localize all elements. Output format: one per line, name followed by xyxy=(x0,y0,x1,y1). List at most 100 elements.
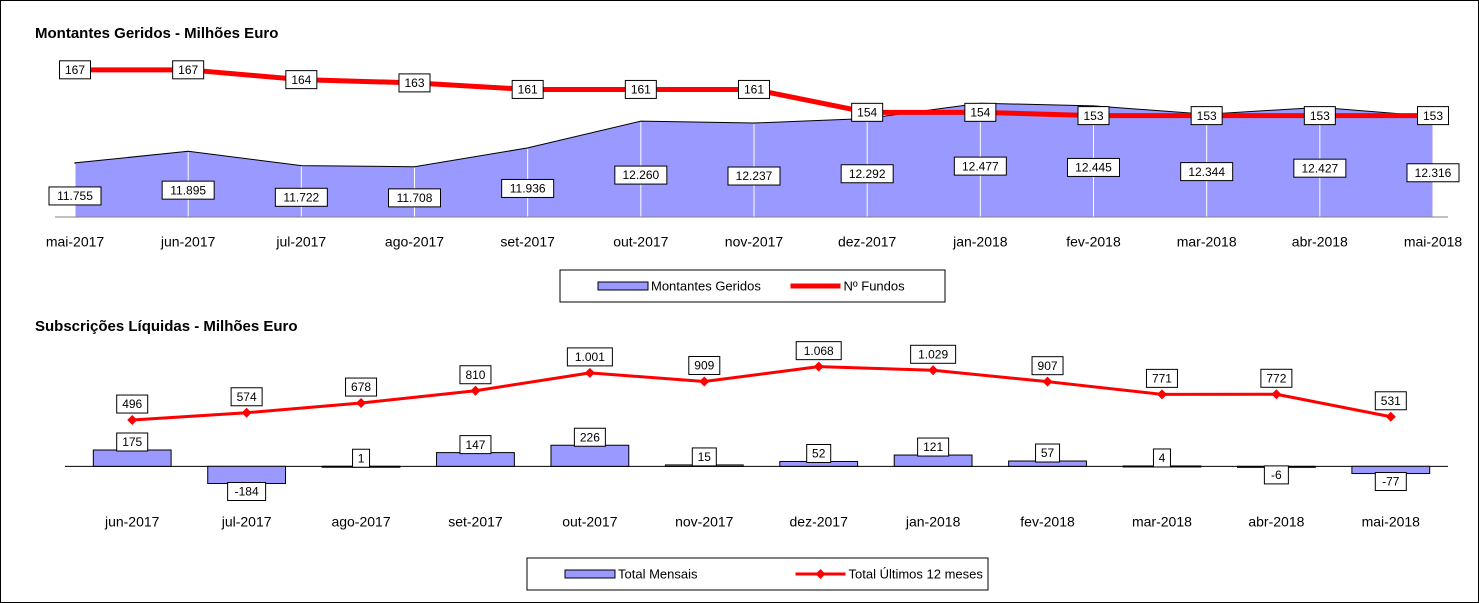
x-tick-label: set-2017 xyxy=(500,234,555,250)
x-tick-label: mai-2018 xyxy=(1362,514,1421,530)
data-label: 11.722 xyxy=(283,190,319,204)
legend-label: Nº Fundos xyxy=(844,278,906,293)
label-box xyxy=(285,70,318,90)
data-label: 154 xyxy=(970,106,990,120)
label-box xyxy=(1263,465,1289,485)
x-tick-label: jan-2018 xyxy=(952,234,1008,250)
label-box xyxy=(398,73,431,93)
x-tick-label: mar-2018 xyxy=(1177,234,1237,250)
label-box xyxy=(172,60,205,80)
data-label: 52 xyxy=(812,447,826,461)
label-box xyxy=(691,447,717,467)
line xyxy=(132,365,1392,422)
marker xyxy=(1271,389,1282,400)
data-label: 11.936 xyxy=(510,182,546,196)
legend-marker xyxy=(815,569,826,579)
x-tick-label: jul-2017 xyxy=(221,514,272,530)
label-box xyxy=(1067,157,1120,177)
data-label: 11.895 xyxy=(170,183,206,197)
data-label: 531 xyxy=(1381,394,1401,408)
label-box xyxy=(573,427,606,447)
label-box xyxy=(910,344,957,364)
marker xyxy=(1156,389,1167,400)
data-label: 1 xyxy=(358,451,365,465)
marker xyxy=(813,361,824,372)
label-box xyxy=(116,432,149,452)
label-box xyxy=(727,166,781,186)
label-box xyxy=(459,365,492,385)
data-label: 1.029 xyxy=(918,347,948,361)
label-box xyxy=(1190,106,1223,126)
x-tick-label: out-2017 xyxy=(562,514,617,530)
marker xyxy=(356,398,367,409)
x-tick-label: ago-2017 xyxy=(331,514,390,530)
data-label: 909 xyxy=(694,359,714,373)
label-box xyxy=(1180,162,1234,182)
x-tick-label: dez-2017 xyxy=(838,234,897,250)
x-tick-label: nov-2017 xyxy=(675,514,734,530)
label-box xyxy=(1293,158,1347,178)
data-label: 1.001 xyxy=(575,350,605,364)
legend-label: Montantes Geridos xyxy=(651,278,761,293)
data-label: 810 xyxy=(465,368,485,382)
x-tick-label: fev-2018 xyxy=(1020,514,1075,530)
label-box xyxy=(1406,163,1460,183)
label-box xyxy=(511,79,544,99)
data-label: 772 xyxy=(1266,371,1286,385)
x-tick-label: dez-2017 xyxy=(790,514,849,530)
data-label: -6 xyxy=(1271,468,1282,482)
data-label: 167 xyxy=(178,63,198,77)
marker xyxy=(241,407,252,418)
x-tick-label: mai-2018 xyxy=(1404,234,1463,250)
data-label: 153 xyxy=(1310,109,1330,123)
data-label: 12.344 xyxy=(1188,165,1225,179)
legend-swatch xyxy=(564,569,616,579)
data-label: 153 xyxy=(1197,109,1217,123)
marker xyxy=(470,385,481,396)
x-tick-label: out-2017 xyxy=(613,234,668,250)
marker xyxy=(699,376,710,387)
label-box xyxy=(614,165,668,185)
data-label: 12.292 xyxy=(849,167,886,181)
data-label: 1.068 xyxy=(804,344,834,358)
x-tick-label: abr-2018 xyxy=(1292,234,1348,250)
x-tick-label: jun-2017 xyxy=(104,514,160,530)
label-box xyxy=(345,377,378,397)
data-label: 907 xyxy=(1038,359,1058,373)
label-box xyxy=(1031,356,1064,376)
legend-swatch xyxy=(597,281,649,291)
data-label: 12.260 xyxy=(622,168,659,182)
data-label: 11.755 xyxy=(57,189,93,203)
data-label: 164 xyxy=(291,73,311,87)
label-box xyxy=(227,482,267,502)
label-box xyxy=(116,394,149,414)
data-label: 161 xyxy=(631,83,651,97)
label-box xyxy=(795,341,842,361)
data-label: 121 xyxy=(923,440,943,454)
marker xyxy=(1385,411,1396,422)
data-label: 57 xyxy=(1041,446,1055,460)
data-label: 226 xyxy=(580,430,600,444)
x-tick-label: mar-2018 xyxy=(1132,514,1192,530)
marker xyxy=(1042,376,1053,387)
data-label: 496 xyxy=(122,397,142,411)
legend-label: Total Mensais xyxy=(618,566,698,581)
label-box xyxy=(806,443,832,463)
x-tick-label: ago-2017 xyxy=(385,234,444,250)
data-label: 147 xyxy=(465,438,485,452)
label-box xyxy=(1260,368,1293,388)
data-label: 167 xyxy=(65,63,85,77)
data-label: 154 xyxy=(857,106,877,120)
x-tick-label: jul-2017 xyxy=(275,234,326,250)
label-box xyxy=(459,435,492,455)
label-box xyxy=(388,188,441,208)
label-box xyxy=(501,178,555,198)
label-box xyxy=(953,156,1007,176)
label-box xyxy=(161,180,215,200)
data-label: 163 xyxy=(404,76,424,90)
bar xyxy=(207,465,287,485)
bar xyxy=(436,452,515,467)
label-box xyxy=(917,437,950,457)
x-tick-label: set-2017 xyxy=(448,514,503,530)
data-label: 4 xyxy=(1159,451,1166,465)
